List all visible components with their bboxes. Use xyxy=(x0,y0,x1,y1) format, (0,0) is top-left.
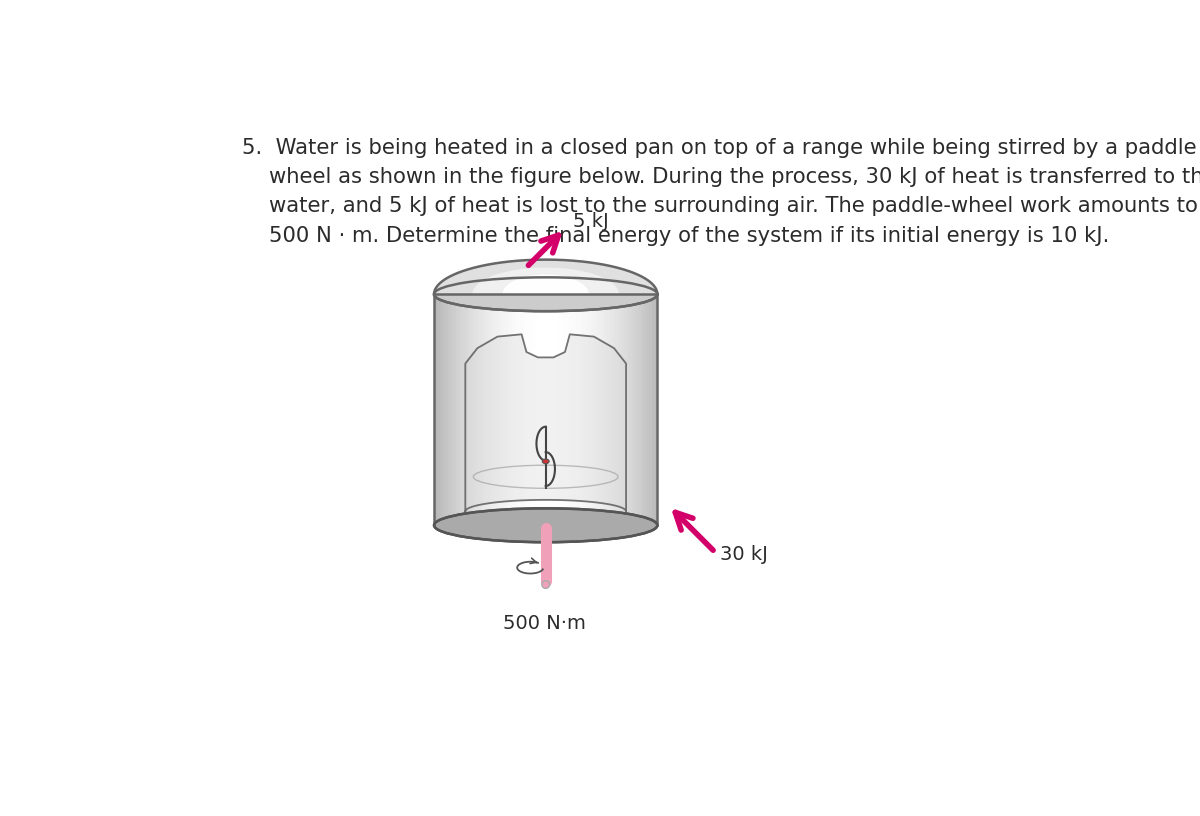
Bar xyxy=(487,295,490,526)
Bar xyxy=(445,295,448,526)
Bar xyxy=(523,295,526,526)
Text: 30 kJ: 30 kJ xyxy=(720,545,768,564)
Bar xyxy=(464,295,468,526)
Bar xyxy=(506,295,510,526)
Bar xyxy=(538,295,540,526)
Bar xyxy=(574,295,576,526)
Bar xyxy=(526,295,529,526)
Bar xyxy=(601,295,605,526)
Bar xyxy=(451,295,454,526)
Bar xyxy=(559,295,563,526)
Bar xyxy=(498,295,502,526)
Bar xyxy=(460,295,462,526)
Bar xyxy=(605,295,607,526)
Bar xyxy=(610,295,613,526)
Bar xyxy=(462,295,464,526)
Bar xyxy=(443,295,445,526)
Bar xyxy=(529,295,532,526)
Bar xyxy=(599,295,601,526)
Ellipse shape xyxy=(542,459,550,463)
Bar xyxy=(548,295,551,526)
Bar xyxy=(582,295,584,526)
Bar xyxy=(439,295,443,526)
Bar xyxy=(512,295,515,526)
Text: wheel as shown in the figure below. During the process, 30 kJ of heat is transfe: wheel as shown in the figure below. Duri… xyxy=(241,167,1200,187)
Bar xyxy=(479,295,481,526)
Bar xyxy=(493,295,496,526)
Ellipse shape xyxy=(542,581,550,588)
Bar xyxy=(652,295,654,526)
Bar xyxy=(563,295,565,526)
Bar xyxy=(616,295,618,526)
Bar xyxy=(470,295,473,526)
Bar xyxy=(481,295,485,526)
Bar xyxy=(510,295,512,526)
Bar xyxy=(638,295,641,526)
Bar xyxy=(571,295,574,526)
Text: 5.  Water is being heated in a closed pan on top of a range while being stirred : 5. Water is being heated in a closed pan… xyxy=(241,138,1196,158)
Bar xyxy=(515,295,517,526)
Bar xyxy=(557,295,559,526)
Bar xyxy=(622,295,624,526)
Bar xyxy=(490,295,493,526)
Bar xyxy=(517,295,521,526)
Bar xyxy=(546,295,548,526)
Bar xyxy=(542,295,546,526)
Bar xyxy=(504,295,506,526)
Bar xyxy=(473,295,476,526)
Bar xyxy=(434,295,437,526)
Bar xyxy=(643,295,646,526)
Bar xyxy=(641,295,643,526)
Polygon shape xyxy=(473,268,618,295)
Text: 500 N·m: 500 N·m xyxy=(503,614,587,633)
Bar xyxy=(649,295,652,526)
Bar xyxy=(437,295,439,526)
Bar xyxy=(496,295,498,526)
Bar xyxy=(607,295,610,526)
Bar xyxy=(551,295,554,526)
Bar xyxy=(626,295,630,526)
Text: 500 N · m. Determine the final energy of the system if its initial energy is 10 : 500 N · m. Determine the final energy of… xyxy=(241,226,1109,246)
Bar xyxy=(646,295,649,526)
Bar xyxy=(596,295,599,526)
Bar xyxy=(568,295,571,526)
Bar xyxy=(554,295,557,526)
Bar xyxy=(654,295,658,526)
Bar xyxy=(580,295,582,526)
Bar xyxy=(613,295,616,526)
Bar xyxy=(624,295,626,526)
Bar xyxy=(454,295,456,526)
Bar xyxy=(632,295,635,526)
Bar xyxy=(532,295,534,526)
Bar xyxy=(565,295,568,526)
Bar xyxy=(534,295,538,526)
Bar xyxy=(630,295,632,526)
Ellipse shape xyxy=(434,508,658,542)
Bar xyxy=(590,295,593,526)
Text: 5 kJ: 5 kJ xyxy=(572,211,608,231)
Bar xyxy=(448,295,451,526)
Bar xyxy=(635,295,638,526)
Bar xyxy=(468,295,470,526)
Bar xyxy=(476,295,479,526)
Bar xyxy=(485,295,487,526)
Ellipse shape xyxy=(434,277,658,311)
Polygon shape xyxy=(466,335,626,512)
Bar xyxy=(588,295,590,526)
Bar xyxy=(521,295,523,526)
Bar xyxy=(593,295,596,526)
Bar xyxy=(502,295,504,526)
Bar xyxy=(456,295,460,526)
Polygon shape xyxy=(503,275,588,295)
Bar xyxy=(584,295,588,526)
Bar xyxy=(576,295,580,526)
Bar xyxy=(540,295,542,526)
Polygon shape xyxy=(434,259,658,295)
Text: water, and 5 kJ of heat is lost to the surrounding air. The paddle-wheel work am: water, and 5 kJ of heat is lost to the s… xyxy=(241,197,1198,216)
Bar xyxy=(618,295,622,526)
